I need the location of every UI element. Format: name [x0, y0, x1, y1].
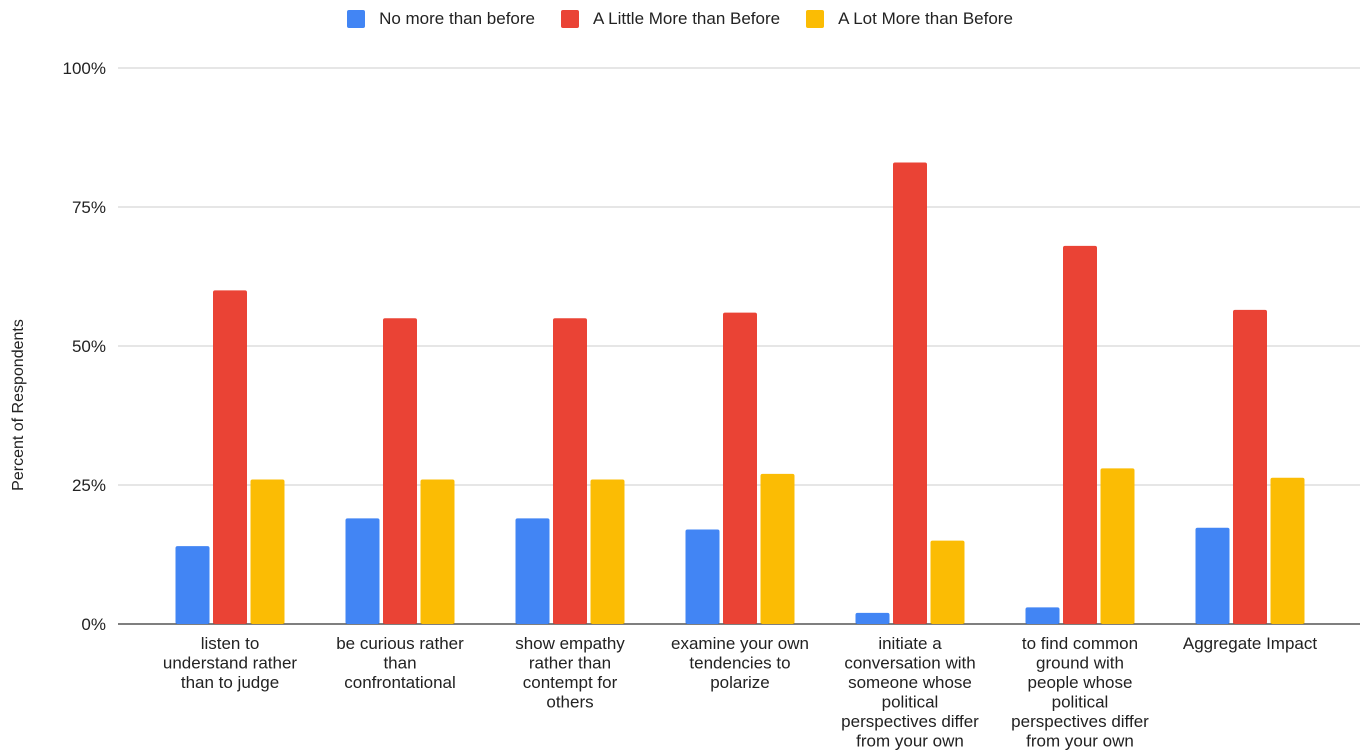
- x-tick-label-line: than to judge: [181, 673, 279, 692]
- x-tick-label-line: understand rather: [163, 654, 298, 673]
- legend-item-no-more: No more than before: [347, 9, 535, 29]
- y-tick-label: 0%: [81, 615, 106, 634]
- x-tick-label: listen to understand rather than to judge: [163, 634, 298, 692]
- x-tick-label-line: to find common: [1022, 634, 1138, 653]
- bar: [250, 479, 285, 624]
- x-tick-label-line: polarize: [710, 673, 770, 692]
- chart-legend: No more than before A Little More than B…: [0, 7, 1360, 31]
- bar: [590, 479, 625, 624]
- bar: [1195, 527, 1230, 624]
- x-tick-label-line: conversation with: [844, 654, 975, 673]
- x-tick-label-line: others: [546, 693, 593, 712]
- x-tick-label-line: from your own: [856, 732, 964, 750]
- bar: [855, 612, 890, 624]
- x-tick-label: examine your own tendencies to polarize: [671, 634, 809, 692]
- legend-swatch-red: [560, 10, 579, 28]
- bar: [1233, 309, 1267, 624]
- x-tick-label-line: rather than: [529, 654, 611, 673]
- bar: [1270, 477, 1305, 624]
- bar: [175, 546, 210, 624]
- x-tick-label-line: perspectives differ: [841, 712, 979, 731]
- x-tick-label-line: ground with: [1036, 654, 1124, 673]
- legend-item-lot-more: A Lot More than Before: [806, 9, 1013, 29]
- x-tick-label: show empathy rather than contempt for other…: [515, 634, 625, 712]
- bar: [760, 473, 795, 624]
- bar: [723, 312, 757, 624]
- bar: [893, 162, 927, 624]
- x-tick-label-line: show empathy: [515, 634, 625, 653]
- y-tick-label: 50%: [72, 337, 106, 356]
- x-tick-label-line: initiate a: [878, 634, 942, 653]
- x-tick-label-line: contempt for: [523, 673, 618, 692]
- x-tick-label: to find common ground with people whose pol…: [1011, 634, 1149, 750]
- bar: [1025, 607, 1060, 624]
- y-axis-title: Percent of Respondents: [10, 319, 27, 491]
- x-tick-label-line: tendencies to: [689, 654, 790, 673]
- legend-label: No more than before: [379, 9, 535, 28]
- bar: [420, 479, 455, 624]
- bar: [1063, 245, 1097, 625]
- x-tick-label-line: perspectives differ: [1011, 712, 1149, 731]
- bar: [553, 318, 587, 624]
- x-tick-label-line: political: [882, 693, 939, 712]
- x-tick-label-line: examine your own: [671, 634, 809, 653]
- bar: [213, 290, 247, 624]
- x-tick-label: initiate a conversation with someone whose…: [841, 634, 979, 750]
- y-tick-label: 100%: [63, 59, 106, 78]
- y-tick-label: 75%: [72, 198, 106, 217]
- bar: [383, 318, 417, 624]
- legend-item-little-more: A Little More than Before: [560, 9, 781, 29]
- legend-swatch-blue: [347, 10, 366, 28]
- bar: [345, 518, 380, 624]
- bar: [1100, 468, 1135, 624]
- x-tick-label-line: confrontational: [344, 673, 456, 692]
- x-tick-label-line: political: [1052, 693, 1109, 712]
- legend-label: A Lot More than Before: [838, 9, 1013, 28]
- x-tick-label-line: from your own: [1026, 732, 1134, 750]
- legend-label: A Little More than Before: [592, 9, 781, 28]
- x-tick-label: be curious rather than confrontational: [336, 634, 464, 692]
- y-tick-label: 25%: [72, 476, 106, 495]
- x-tick-label-line: than: [383, 654, 416, 673]
- legend-swatch-yellow: [806, 10, 825, 28]
- bar: [930, 540, 965, 624]
- x-tick-label-line: Aggregate Impact: [1183, 634, 1317, 653]
- x-tick-label-line: be curious rather: [336, 634, 464, 653]
- bar: [685, 529, 720, 624]
- x-tick-label-line: someone whose: [848, 673, 972, 692]
- x-tick-label-line: people whose: [1028, 673, 1133, 692]
- x-tick-label-line: listen to: [201, 634, 260, 653]
- x-tick-label: Aggregate Impact: [1183, 634, 1317, 653]
- bar: [515, 518, 550, 624]
